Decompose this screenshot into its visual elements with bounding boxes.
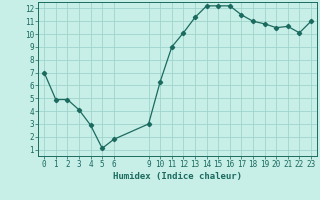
X-axis label: Humidex (Indice chaleur): Humidex (Indice chaleur) <box>113 172 242 181</box>
